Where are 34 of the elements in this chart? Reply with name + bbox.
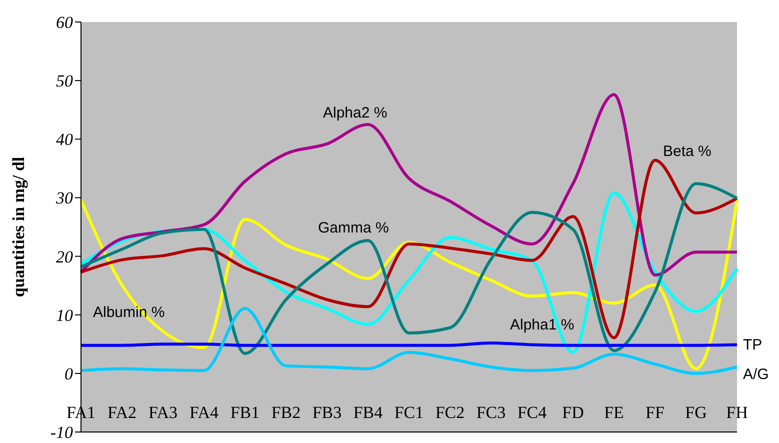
x-tick-label: FC2 xyxy=(435,403,465,422)
y-axis-title: quantities in mg/ dl xyxy=(9,156,28,298)
x-tick-label: FC1 xyxy=(394,403,424,422)
x-tick-label: FB2 xyxy=(271,403,301,422)
line-series xyxy=(80,306,738,375)
y-tick-label: 20 xyxy=(56,247,74,266)
line-series xyxy=(80,93,738,277)
line-series xyxy=(80,158,738,340)
y-tick-label: 30 xyxy=(55,188,74,208)
y-tick-label: 40 xyxy=(56,130,74,150)
x-tick-label: FA4 xyxy=(190,403,219,422)
x-tick-label: FG xyxy=(685,403,707,422)
series-label: Gamma % xyxy=(318,219,389,236)
y-tick-label: 0 xyxy=(64,364,74,384)
x-tick-label: FD xyxy=(562,403,584,422)
series-label: Alpha2 % xyxy=(323,104,388,122)
x-tick-label: FA3 xyxy=(148,403,178,422)
series-label: A/G xyxy=(743,366,769,383)
series-label: TP xyxy=(743,336,762,354)
y-tick-label: 60 xyxy=(56,13,74,32)
x-tick-label: FE xyxy=(604,403,624,422)
x-tick-label: FB1 xyxy=(230,403,260,422)
x-tick-label: FB4 xyxy=(353,403,384,422)
series-label: Alpha1 % xyxy=(510,316,574,334)
x-tick-label: FA2 xyxy=(108,403,136,422)
series-label: Beta % xyxy=(663,143,712,160)
y-tick-label: 50 xyxy=(56,72,74,91)
x-tick-label: FF xyxy=(646,403,664,422)
x-tick-label: FC4 xyxy=(517,403,548,422)
y-tick-label: 10 xyxy=(56,306,74,325)
y-tick-label: -10 xyxy=(50,423,74,442)
x-tick-label: FB3 xyxy=(312,403,342,422)
x-tick-label: FH xyxy=(726,403,748,422)
x-tick-label: FC3 xyxy=(476,403,506,422)
